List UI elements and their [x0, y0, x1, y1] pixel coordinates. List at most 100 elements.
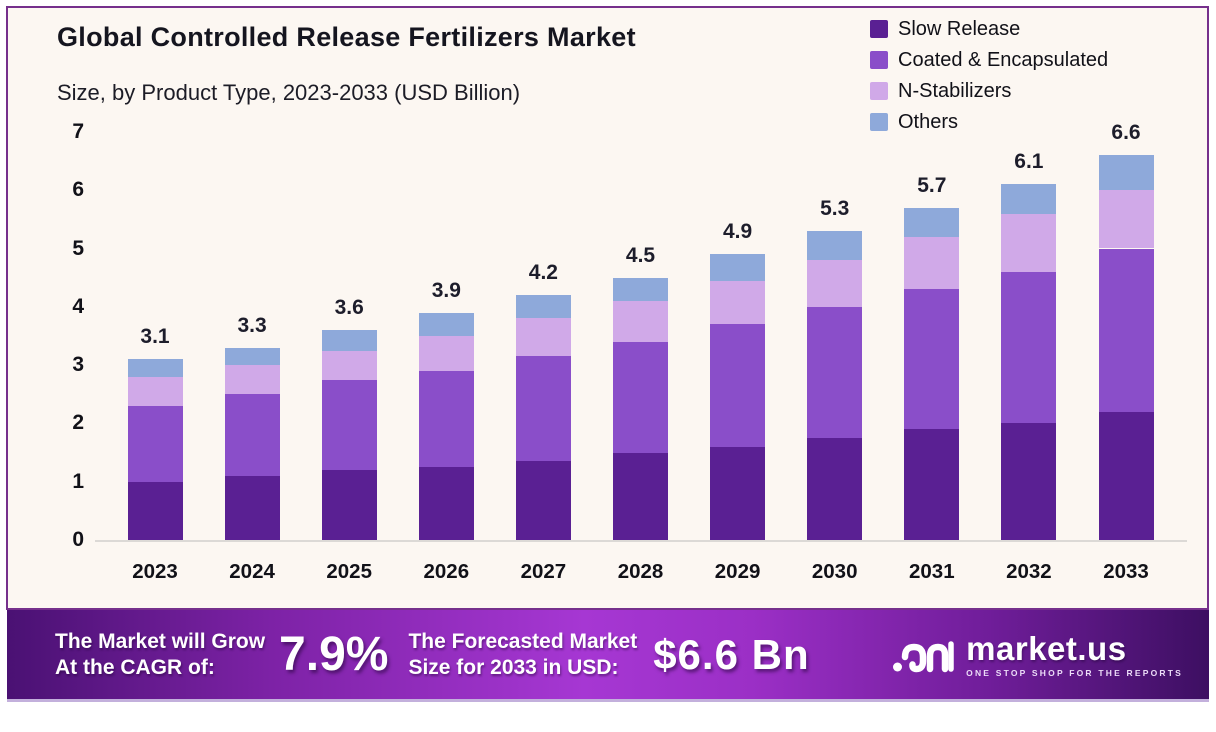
- x-axis-label-2032: 2032: [1006, 560, 1052, 583]
- y-axis-tick-6: 6: [72, 178, 84, 202]
- legend-swatch-icon: [870, 113, 888, 131]
- y-axis-tick-2: 2: [72, 411, 84, 435]
- chart-title: Global Controlled Release Fertilizers Ma…: [57, 22, 636, 52]
- bar-total-label-2033: 6.6: [1111, 121, 1141, 145]
- x-axis-label-2033: 2033: [1103, 560, 1149, 583]
- bar-segment-coated-encapsulated-2024: [224, 394, 280, 476]
- y-axis-tick-5: 5: [72, 236, 84, 260]
- x-axis-label-2028: 2028: [617, 560, 664, 583]
- bar-segment-coated-encapsulated-2028: [613, 341, 668, 453]
- bar-segment-others-2029: [710, 254, 766, 281]
- bar-total-label-2031: 5.7: [917, 173, 947, 197]
- legend-label: Coated & Encapsulated: [898, 48, 1109, 71]
- bar-segment-others-2026: [418, 312, 474, 336]
- bar-segment-n-stabilizers-2029: [710, 280, 766, 325]
- brand-name: market.us: [966, 629, 1127, 667]
- bar-segment-slow-release-2033: [1098, 411, 1154, 540]
- brand-tagline: ONE STOP SHOP FOR THE REPORTS: [966, 667, 1183, 678]
- bar-segment-n-stabilizers-2028: [613, 300, 668, 342]
- bar-segment-others-2025: [321, 330, 377, 351]
- x-axis-label-2026: 2026: [423, 560, 470, 583]
- brand-text: market.us ONE STOP SHOP FOR THE REPORTS: [966, 632, 1183, 678]
- legend-swatch-icon: [870, 51, 888, 69]
- chart-legend: Slow Release Coated & Encapsulated N-Stabi…: [870, 16, 1108, 135]
- bar-segment-n-stabilizers-2031: [904, 236, 960, 290]
- bar-segment-others-2031: [904, 207, 960, 237]
- legend-swatch-icon: [870, 20, 888, 38]
- bar-segment-coated-encapsulated-2029: [710, 324, 766, 447]
- x-axis-label-2030: 2030: [811, 560, 858, 583]
- bar-segment-slow-release-2023: [127, 481, 183, 540]
- bar-total-label-2023: 3.1: [140, 325, 170, 349]
- forecast-label: The Forecasted Market Size for 2033 in U…: [408, 629, 638, 679]
- bar-segment-n-stabilizers-2030: [807, 260, 863, 307]
- bar-segment-others-2030: [807, 231, 863, 261]
- legend-label: N-Stabilizers: [898, 79, 1012, 102]
- bar-segment-n-stabilizers-2032: [1001, 213, 1057, 272]
- bar-total-label-2030: 5.3: [820, 197, 850, 220]
- legend-label: Others: [898, 110, 959, 133]
- bar-segment-slow-release-2032: [1001, 423, 1057, 540]
- y-axis-tick-3: 3: [72, 353, 84, 377]
- bar-segment-n-stabilizers-2025: [321, 350, 377, 380]
- y-axis-tick-1: 1: [72, 469, 84, 493]
- bar-segment-slow-release-2025: [321, 470, 377, 540]
- bar-segment-coated-encapsulated-2023: [127, 405, 183, 482]
- bar-segment-slow-release-2028: [613, 452, 668, 540]
- legend-item-coated-encapsulated: Coated & Encapsulated: [870, 47, 1108, 73]
- bar-segment-coated-encapsulated-2032: [1001, 271, 1057, 424]
- chart-panel: Global Controlled Release Fertilizers Ma…: [6, 6, 1209, 610]
- x-axis-label-2024: 2024: [229, 560, 275, 583]
- bar-segment-coated-encapsulated-2033: [1098, 248, 1154, 412]
- y-axis-tick-4: 4: [72, 294, 84, 318]
- legend-label: Slow Release: [898, 17, 1021, 40]
- bar-segment-coated-encapsulated-2031: [904, 289, 960, 430]
- bar-segment-coated-encapsulated-2027: [515, 356, 571, 462]
- bar-segment-n-stabilizers-2033: [1098, 190, 1154, 249]
- x-axis-baseline: [95, 540, 1187, 542]
- bar-total-label-2024: 3.3: [237, 313, 267, 337]
- bar-segment-n-stabilizers-2026: [418, 335, 474, 371]
- bar-segment-slow-release-2024: [224, 475, 280, 540]
- legend-item-others: Others: [870, 109, 1108, 135]
- bar-segment-slow-release-2030: [807, 437, 863, 540]
- bar-segment-slow-release-2026: [418, 467, 474, 540]
- bar-segment-slow-release-2031: [904, 429, 960, 540]
- x-axis-label-2023: 2023: [132, 560, 178, 583]
- marketus-logo-icon: [893, 640, 954, 672]
- cagr-value: 7.9%: [279, 628, 389, 681]
- bar-segment-others-2033: [1098, 155, 1154, 191]
- bar-total-label-2027: 4.2: [528, 261, 558, 285]
- bar-segment-slow-release-2027: [515, 461, 571, 540]
- bar-total-label-2028: 4.5: [625, 243, 656, 267]
- x-axis-label-2027: 2027: [520, 560, 567, 583]
- bar-segment-coated-encapsulated-2025: [321, 379, 377, 471]
- bar-segment-others-2027: [515, 295, 571, 319]
- bar-total-label-2025: 3.6: [334, 296, 364, 320]
- bar-segment-coated-encapsulated-2026: [418, 370, 474, 468]
- x-axis-label-2029: 2029: [714, 560, 761, 583]
- y-axis-tick-7: 7: [72, 119, 84, 143]
- legend-item-n-stabilizers: N-Stabilizers: [870, 78, 1108, 104]
- bar-segment-n-stabilizers-2023: [127, 376, 183, 406]
- forecast-value: $6.6 Bn: [653, 630, 810, 678]
- bar-segment-others-2032: [1001, 184, 1057, 214]
- bar-segment-coated-encapsulated-2030: [807, 306, 863, 438]
- bar-total-label-2026: 3.9: [431, 278, 461, 302]
- brand-logo: market.us ONE STOP SHOP FOR THE REPORTS: [892, 631, 1183, 679]
- bar-total-label-2032: 6.1: [1014, 150, 1044, 174]
- bar-segment-others-2023: [127, 359, 183, 377]
- bar-segment-n-stabilizers-2024: [224, 365, 280, 395]
- bar-segment-others-2024: [224, 347, 280, 366]
- footer-banner: The Market will Grow At the CAGR of: 7.9…: [7, 610, 1209, 702]
- bar-segment-others-2028: [613, 277, 668, 301]
- bar-segment-n-stabilizers-2027: [515, 318, 571, 357]
- chart-subtitle: Size, by Product Type, 2023-2033 (USD Bi…: [57, 80, 521, 105]
- x-axis-label-2031: 2031: [908, 560, 955, 583]
- bar-total-label-2029: 4.9: [722, 220, 753, 244]
- legend-item-slow-release: Slow Release: [870, 16, 1108, 42]
- bar-segment-slow-release-2029: [710, 446, 766, 540]
- y-axis-tick-0: 0: [72, 528, 84, 551]
- x-axis-label-2025: 2025: [326, 560, 372, 583]
